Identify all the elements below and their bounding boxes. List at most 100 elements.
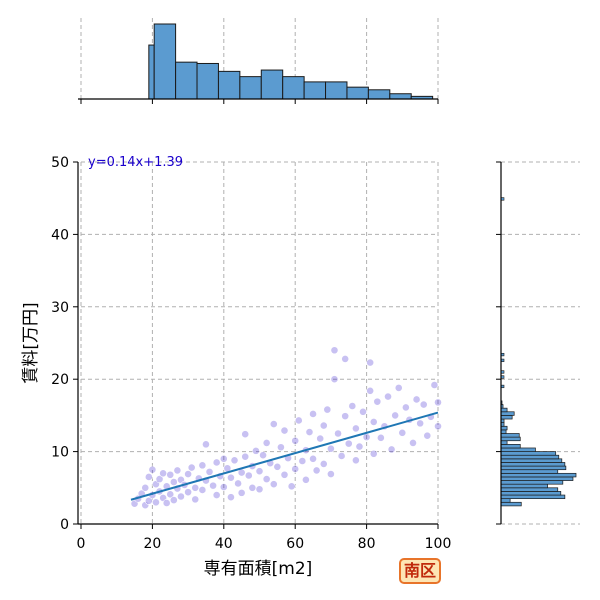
scatter-point — [302, 475, 310, 484]
scatter-point — [262, 439, 271, 447]
x-tick-label: 80 — [358, 536, 376, 552]
y-hist-bar — [500, 465, 567, 471]
y-hist-bar — [500, 425, 508, 431]
scatter-point — [234, 479, 242, 488]
scatter-point — [237, 488, 246, 497]
y-hist-bar — [500, 440, 508, 445]
scatter-point — [337, 452, 346, 460]
y-hist-bar — [500, 429, 507, 434]
x-hist-bar — [175, 61, 198, 100]
scatter-point — [348, 402, 357, 410]
y-hist-bar — [500, 436, 521, 442]
scatter-point — [416, 419, 425, 428]
x-tick-label: 20 — [143, 536, 161, 552]
scatter-point — [326, 444, 335, 453]
scatter-point — [398, 428, 407, 437]
scatter-point — [280, 426, 289, 435]
scatter-point — [212, 458, 221, 467]
x-tick-label: 100 — [425, 536, 452, 552]
scatter-point — [166, 470, 175, 479]
scatter-point — [169, 496, 178, 505]
y-hist-bar — [500, 407, 508, 413]
scatter-point — [255, 485, 264, 494]
x-hist-bar — [282, 76, 305, 100]
scatter-point — [209, 481, 217, 490]
scatter-point — [205, 467, 214, 476]
scatter-point — [191, 495, 200, 504]
scatter-point — [384, 392, 392, 401]
y-axis-label: 賃料[万円] — [21, 302, 41, 383]
scatter-point — [369, 449, 378, 458]
scatter-point — [155, 475, 164, 484]
y-hist-bar — [500, 458, 563, 463]
scatter-point — [148, 465, 157, 474]
scatter-point — [319, 460, 328, 468]
y-hist-bar — [500, 454, 560, 460]
scatter-point — [359, 407, 367, 416]
scatter-point — [376, 433, 385, 442]
y-hist-bar — [500, 472, 577, 478]
scatter-point — [141, 483, 150, 492]
scatter-point — [202, 440, 210, 449]
y-hist-bar — [500, 433, 520, 438]
scatter-point — [330, 346, 339, 355]
x-hist-bar — [260, 69, 284, 100]
y-hist-bar — [500, 476, 574, 481]
scatter-point — [241, 452, 250, 461]
y-hist-bar — [500, 462, 566, 467]
scatter-point — [177, 492, 185, 501]
scatter-point — [341, 412, 350, 421]
y-hist-bar — [500, 491, 562, 496]
scatter-point — [255, 467, 264, 476]
scatter-point — [162, 499, 171, 507]
y-marginal-histogram — [500, 197, 577, 507]
scatter-point — [152, 498, 160, 507]
scatter-points — [130, 346, 442, 510]
scatter-point — [309, 454, 317, 463]
x-hist-bar — [303, 81, 327, 100]
scatter-point — [277, 443, 285, 452]
scatter-point — [248, 483, 257, 492]
scatter-point — [262, 475, 271, 484]
scatter-point — [219, 483, 228, 491]
scatter-point — [298, 457, 307, 465]
y-hist-bar — [500, 415, 513, 420]
y-hist-bar — [500, 447, 536, 452]
scatter-point — [184, 488, 192, 497]
x-hist-bar — [153, 23, 177, 100]
scatter-point — [366, 386, 375, 395]
x-hist-bar — [367, 89, 391, 100]
y-hist-bar — [500, 501, 522, 507]
scatter-point — [434, 398, 442, 407]
y-hist-bar — [500, 483, 548, 489]
scatter-point — [305, 428, 314, 436]
y-hist-bar — [500, 498, 511, 503]
scatter-point — [212, 491, 221, 499]
scatter-point — [430, 381, 439, 389]
scatter-point — [227, 473, 235, 482]
scatter-point — [252, 446, 260, 455]
y-hist-bar — [500, 469, 559, 474]
y-hist-bar — [500, 480, 564, 485]
scatter-point — [316, 434, 325, 443]
x-hist-bar — [196, 62, 219, 100]
y-hist-bar — [500, 451, 557, 456]
scatter-point — [391, 411, 400, 420]
scatter-point — [144, 473, 153, 481]
scatter-point — [219, 454, 228, 463]
scatter-point — [244, 471, 253, 480]
scatter-point — [169, 478, 178, 486]
y-hist-bar — [500, 411, 515, 416]
scatter-point — [198, 486, 207, 494]
x-marginal-histogram — [148, 23, 434, 100]
scatter-point — [294, 416, 303, 425]
scatter-point — [259, 451, 267, 460]
scatter-point — [423, 431, 432, 440]
scatter-point — [394, 383, 403, 392]
y-tick-label: 20 — [51, 372, 69, 388]
scatter-point — [166, 490, 175, 499]
scatter-point — [273, 462, 282, 471]
x-tick-label: 40 — [215, 536, 233, 552]
scatter-point — [323, 405, 332, 414]
scatter-point — [191, 483, 200, 492]
